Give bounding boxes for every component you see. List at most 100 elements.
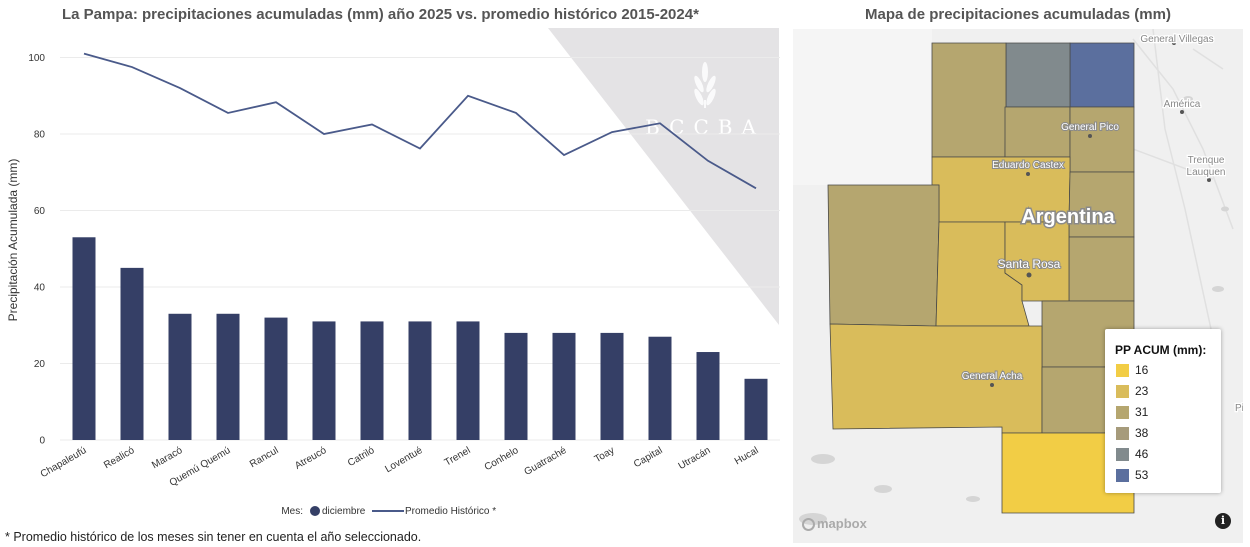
bar[interactable]	[120, 267, 144, 440]
label-pi: Pi	[1235, 403, 1243, 414]
bars-layer	[72, 237, 768, 440]
x-tick-label: Utracán	[677, 445, 713, 472]
map-legend: PP ACUM (mm): 16 23 31 38 46 53	[1105, 329, 1221, 493]
department-catrilo	[1068, 236, 1135, 302]
eduardo-castex-marker	[1026, 172, 1030, 176]
legend-label: 53	[1135, 468, 1149, 482]
chart-legend[interactable]: Mes: diciembre Promedio Histórico *	[281, 506, 496, 517]
department-hucal	[1001, 432, 1135, 514]
y-tick-label: 20	[34, 359, 46, 370]
footnote: * Promedio histórico de los meses sin te…	[5, 530, 422, 544]
legend-bar-swatch	[310, 506, 320, 516]
x-tick-label: Hucal	[733, 445, 761, 467]
bar-line-chart: BCCBA 0 20 40 60 80 100 Chapaleufú Realicó Mara…	[6, 28, 780, 517]
bar[interactable]	[72, 237, 96, 440]
department-chapaleufu	[1069, 42, 1135, 108]
bar[interactable]	[264, 317, 288, 440]
legend-label: 16	[1135, 363, 1149, 377]
department-realico	[1005, 42, 1071, 108]
map-panel[interactable]: General Villegas América Trenque Lauquen…	[793, 29, 1243, 543]
legend-label: 23	[1135, 384, 1149, 398]
city-markers	[990, 41, 1211, 387]
santa-rosa-marker	[1026, 272, 1032, 278]
legend-line-label[interactable]: Promedio Histórico *	[405, 506, 496, 517]
bar[interactable]	[360, 321, 384, 440]
mapbox-logo[interactable]: mapbox	[802, 516, 867, 532]
x-tick-label: Atreucó	[293, 445, 329, 472]
legend-swatch	[1116, 469, 1129, 482]
map-labels: General Villegas América Trenque Lauquen…	[961, 33, 1243, 416]
mapbox-ring-icon	[802, 518, 815, 531]
y-tick-labels: 0 20 40 60 80 100	[28, 53, 45, 447]
promedio-historico-line[interactable]	[83, 52, 757, 190]
bar[interactable]	[552, 332, 576, 440]
label-general-pico: General Pico	[1061, 122, 1119, 133]
label-trenque-lauquen-2: Lauquen	[1187, 167, 1226, 178]
bar[interactable]	[312, 321, 336, 440]
y-axis-label: Precipitación Acumulada (mm)	[6, 159, 20, 322]
x-tick-label: Conhelo	[483, 445, 521, 473]
map-title: Mapa de precipitaciones acumuladas (mm)	[865, 6, 1171, 23]
legend-swatch	[1116, 427, 1129, 440]
america-marker	[1180, 110, 1184, 114]
chart-title: La Pampa: precipitaciones acumuladas (mm…	[62, 6, 699, 23]
y-tick-label: 60	[34, 206, 46, 217]
info-icon[interactable]: i	[1215, 513, 1231, 529]
watermark-triangle	[548, 28, 779, 325]
department-trenel	[1069, 106, 1135, 173]
trenque-lauquen-marker	[1207, 178, 1211, 182]
y-tick-label: 0	[39, 436, 45, 447]
x-tick-label: Guatraché	[523, 445, 569, 478]
label-country: Argentina	[1021, 206, 1115, 228]
department-polygons	[827, 42, 1135, 514]
x-tick-label: Realicó	[102, 445, 137, 471]
department-northwest	[931, 42, 1007, 158]
line-layer	[83, 52, 757, 190]
x-tick-label: Trenel	[443, 445, 473, 469]
label-trenque-lauquen-1: Trenque	[1188, 155, 1225, 166]
label-general-villegas: General Villegas	[1140, 34, 1213, 45]
y-tick-label: 80	[34, 130, 46, 141]
legend-label: 46	[1135, 447, 1149, 461]
legend-swatch	[1116, 385, 1129, 398]
legend-swatch	[1116, 448, 1129, 461]
y-tick-label: 40	[34, 283, 46, 294]
bar[interactable]	[408, 321, 432, 440]
legend-label: 38	[1135, 426, 1149, 440]
label-america: América	[1164, 99, 1201, 110]
bar[interactable]	[696, 352, 720, 440]
watermark-text: BCCBA	[645, 115, 765, 139]
x-tick-label: Rancul	[248, 445, 280, 470]
outside-area-top-left	[793, 29, 932, 185]
general-villegas-marker	[1172, 41, 1176, 45]
general-acha-marker	[990, 383, 994, 387]
bar[interactable]	[456, 321, 480, 440]
map-roads	[1132, 29, 1234, 330]
department-rancul	[827, 184, 940, 327]
legend-title: Mes:	[281, 506, 303, 517]
bar[interactable]	[744, 378, 768, 440]
x-tick-label: Loventué	[383, 445, 425, 475]
y-tick-label: 100	[28, 53, 45, 64]
x-tick-label: Capital	[632, 445, 664, 470]
label-general-acha: General Acha	[962, 371, 1023, 382]
watermark-logo	[694, 62, 716, 108]
legend-bar-label[interactable]: diciembre	[322, 506, 366, 517]
bar[interactable]	[648, 336, 672, 440]
legend-swatch	[1116, 406, 1129, 419]
map-legend-title: PP ACUM (mm):	[1115, 343, 1207, 357]
x-tick-label: Catriló	[346, 445, 377, 469]
bar[interactable]	[168, 313, 192, 440]
x-tick-label: Toay	[593, 445, 617, 465]
bar[interactable]	[600, 332, 624, 440]
label-santa-rosa: Santa Rosa	[998, 257, 1061, 271]
bar[interactable]	[216, 313, 240, 440]
label-eduardo-castex: Eduardo Castex	[992, 160, 1064, 171]
x-tick-label: Chapaleufú	[39, 445, 89, 480]
legend-swatch	[1116, 364, 1129, 377]
department-capital	[1004, 221, 1070, 302]
bar[interactable]	[504, 332, 528, 440]
mapbox-attribution: mapbox	[817, 516, 867, 531]
legend-label: 31	[1135, 405, 1149, 419]
